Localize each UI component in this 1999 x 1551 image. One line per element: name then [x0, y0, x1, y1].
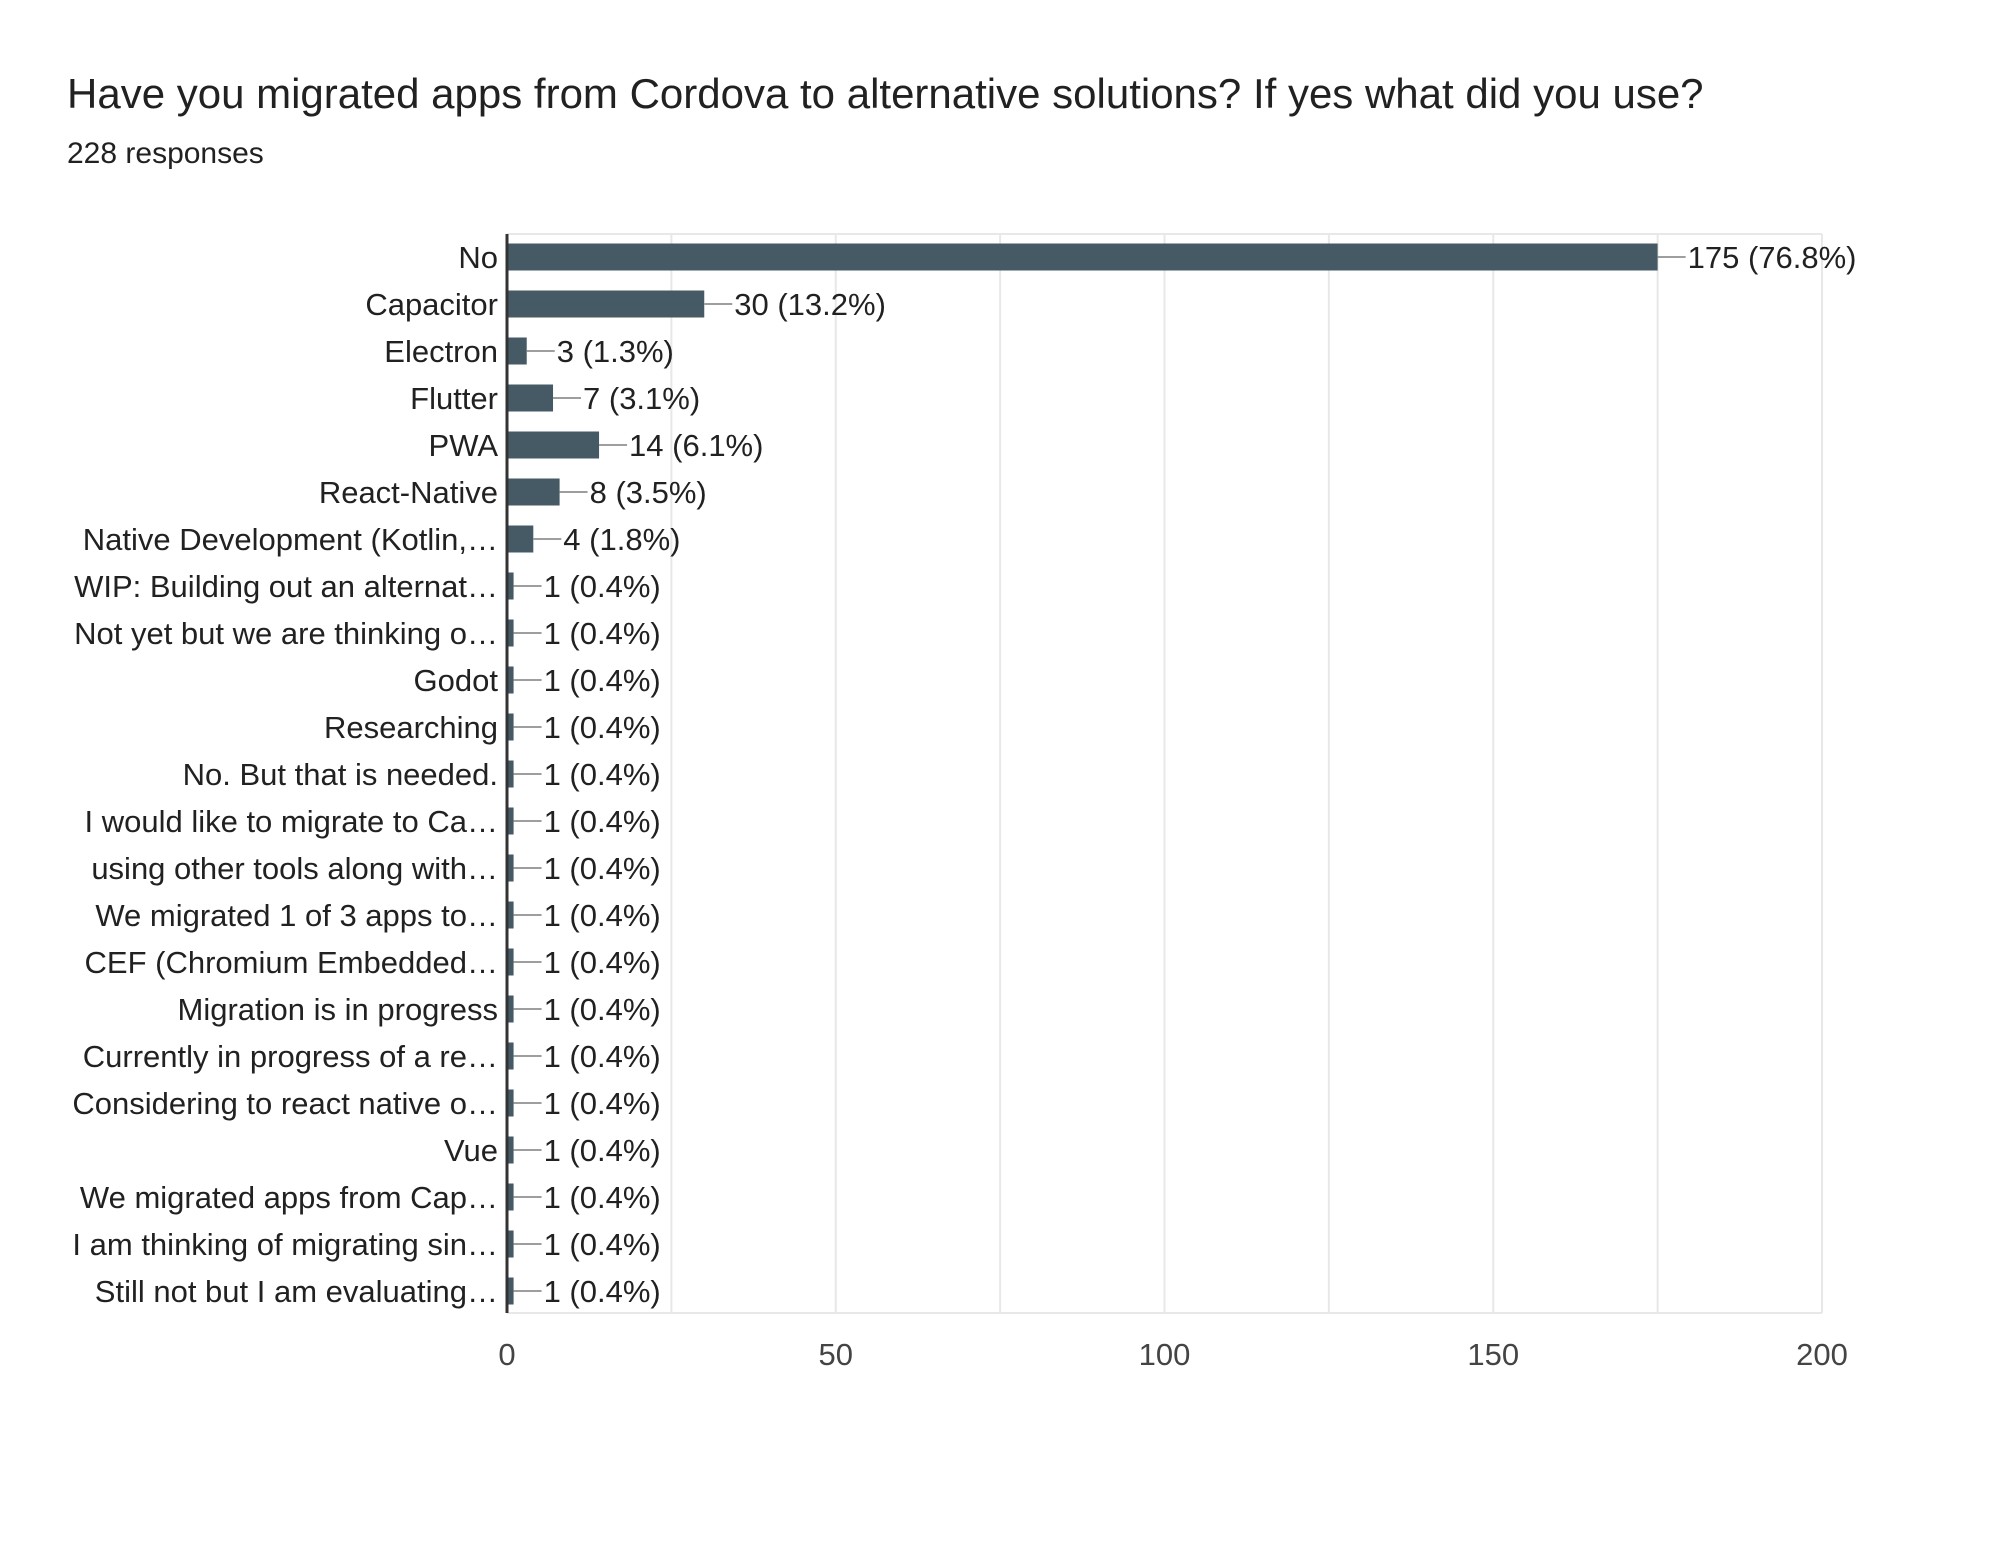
x-tick-label: 0	[498, 1337, 515, 1372]
bar	[507, 760, 514, 788]
category-label: Currently in progress of a re…	[83, 1039, 498, 1074]
data-label: 1 (0.4%)	[544, 1039, 661, 1074]
data-label: 1 (0.4%)	[544, 663, 661, 698]
data-label: 7 (3.1%)	[583, 381, 700, 416]
bar	[507, 1277, 514, 1305]
data-label: 3 (1.3%)	[557, 334, 674, 369]
x-tick-label: 50	[819, 1337, 853, 1372]
data-label: 1 (0.4%)	[544, 616, 661, 651]
bar	[507, 807, 514, 835]
category-label: Native Development (Kotlin,…	[83, 522, 498, 557]
category-label: Flutter	[410, 381, 498, 416]
category-label: PWA	[429, 428, 499, 463]
bar	[507, 243, 1658, 271]
bar	[507, 619, 514, 647]
bar	[507, 337, 527, 365]
category-label: Vue	[444, 1133, 498, 1168]
bar	[507, 1183, 514, 1211]
data-label: 1 (0.4%)	[544, 710, 661, 745]
category-label: using other tools along with…	[91, 851, 498, 886]
category-label: Migration is in progress	[178, 992, 498, 1027]
bar	[507, 948, 514, 976]
data-label: 1 (0.4%)	[544, 945, 661, 980]
bar	[507, 713, 514, 741]
response-count: 228 responses	[67, 137, 264, 170]
data-label: 1 (0.4%)	[544, 569, 661, 604]
bar	[507, 995, 514, 1023]
bar	[507, 1230, 514, 1258]
bar	[507, 1042, 514, 1070]
bar	[507, 525, 534, 553]
data-label: 1 (0.4%)	[544, 1180, 661, 1215]
category-label: React-Native	[319, 475, 498, 510]
category-label: I am thinking of migrating sin…	[72, 1227, 498, 1262]
x-tick-label: 100	[1139, 1337, 1191, 1372]
data-label: 1 (0.4%)	[544, 1133, 661, 1168]
bar	[507, 478, 560, 506]
data-label: 8 (3.5%)	[590, 475, 707, 510]
bar	[507, 854, 514, 882]
category-label: Electron	[384, 334, 498, 369]
data-label: 1 (0.4%)	[544, 1227, 661, 1262]
x-tick-label: 200	[1796, 1337, 1848, 1372]
data-label: 1 (0.4%)	[544, 992, 661, 1027]
data-label: 1 (0.4%)	[544, 1086, 661, 1121]
data-label: 4 (1.8%)	[563, 522, 680, 557]
category-label: WIP: Building out an alternat…	[74, 569, 498, 604]
category-label: No. But that is needed.	[183, 757, 498, 792]
category-label: Godot	[414, 663, 499, 698]
bar	[507, 666, 514, 694]
category-label: Researching	[324, 710, 498, 745]
data-label: 175 (76.8%)	[1688, 240, 1857, 275]
bar	[507, 901, 514, 929]
category-label: No	[458, 240, 498, 275]
category-label: I would like to migrate to Ca…	[84, 804, 498, 839]
category-label: Not yet but we are thinking o…	[74, 616, 498, 651]
category-label: Considering to react native o…	[72, 1086, 498, 1121]
data-label: 14 (6.1%)	[629, 428, 763, 463]
data-label: 1 (0.4%)	[544, 898, 661, 933]
data-label: 1 (0.4%)	[544, 1274, 661, 1309]
category-label: We migrated 1 of 3 apps to…	[95, 898, 498, 933]
bar	[507, 290, 705, 318]
data-label: 1 (0.4%)	[544, 757, 661, 792]
bar	[507, 431, 600, 459]
data-label: 1 (0.4%)	[544, 804, 661, 839]
chart-title: Have you migrated apps from Cordova to a…	[67, 70, 1704, 117]
bar	[507, 1089, 514, 1117]
x-tick-label: 150	[1467, 1337, 1519, 1372]
data-label: 30 (13.2%)	[734, 287, 886, 322]
data-label: 1 (0.4%)	[544, 851, 661, 886]
bar	[507, 384, 554, 412]
category-label: CEF (Chromium Embedded…	[85, 945, 498, 980]
category-label: We migrated apps from Cap…	[80, 1180, 498, 1215]
bar	[507, 1136, 514, 1164]
bar	[507, 572, 514, 600]
category-label: Still not but I am evaluating…	[95, 1274, 498, 1309]
category-label: Capacitor	[365, 287, 498, 322]
